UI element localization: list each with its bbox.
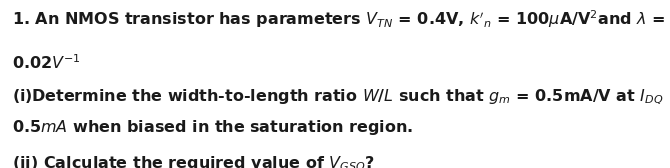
Text: 1. An NMOS transistor has parameters $V_{TN}$ = 0.4V, $k'_n$ = 100$\mu$A/V$^2$an: 1. An NMOS transistor has parameters $V_… bbox=[12, 8, 665, 30]
Text: 0.5$mA$ when biased in the saturation region.: 0.5$mA$ when biased in the saturation re… bbox=[12, 118, 413, 137]
Text: (i)Determine the width-to-length ratio $W$/$L$ such that $g_m$ = 0.5mA/V at $I_{: (i)Determine the width-to-length ratio $… bbox=[12, 87, 670, 107]
Text: (ii) Calculate the required value of $V_{GSQ}$?: (ii) Calculate the required value of $V_… bbox=[12, 155, 375, 168]
Text: 0.02$V^{-1}$: 0.02$V^{-1}$ bbox=[12, 54, 81, 72]
